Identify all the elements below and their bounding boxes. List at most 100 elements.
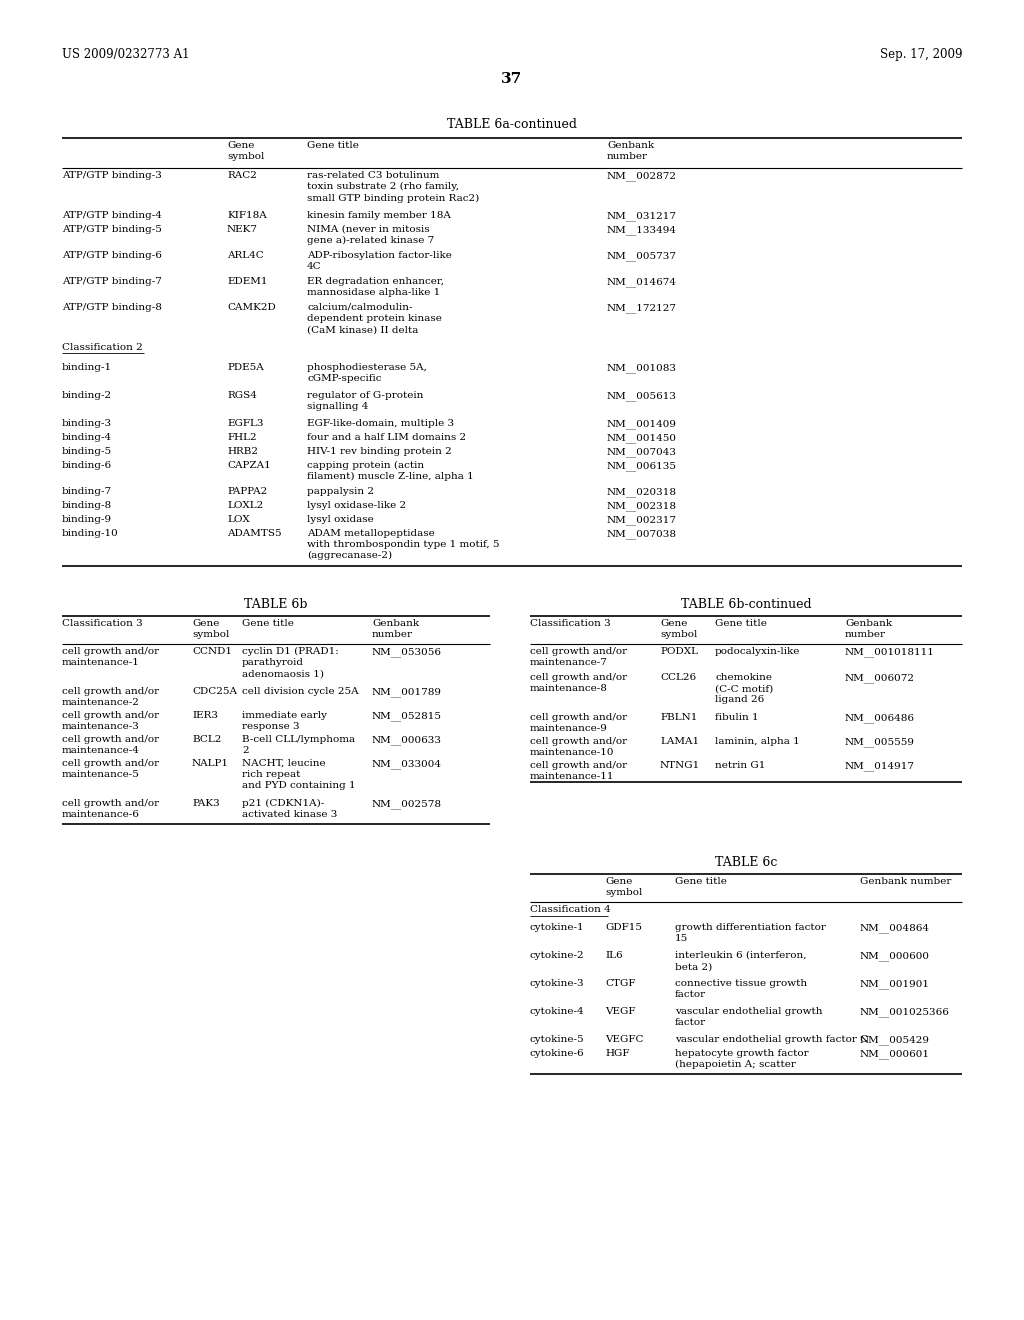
Text: NM__002318: NM__002318 [607,502,677,511]
Text: Gene
symbol: Gene symbol [227,141,264,161]
Text: ATP/GTP binding-3: ATP/GTP binding-3 [62,172,162,180]
Text: growth differentiation factor
15: growth differentiation factor 15 [675,923,826,942]
Text: BCL2: BCL2 [193,735,221,744]
Text: ER degradation enhancer,
mannosidase alpha-like 1: ER degradation enhancer, mannosidase alp… [307,277,444,297]
Text: PDE5A: PDE5A [227,363,264,372]
Text: podocalyxin-like: podocalyxin-like [715,647,801,656]
Text: NALP1: NALP1 [193,759,229,768]
Text: ATP/GTP binding-6: ATP/GTP binding-6 [62,251,162,260]
Text: KIF18A: KIF18A [227,211,266,220]
Text: NM__002872: NM__002872 [607,172,677,181]
Text: netrin G1: netrin G1 [715,762,765,770]
Text: cell division cycle 25A: cell division cycle 25A [242,686,358,696]
Text: NM__014917: NM__014917 [845,762,915,771]
Text: Classification 3: Classification 3 [530,619,610,628]
Text: four and a half LIM domains 2: four and a half LIM domains 2 [307,433,466,442]
Text: Gene
symbol: Gene symbol [660,619,697,639]
Text: capping protein (actin
filament) muscle Z-line, alpha 1: capping protein (actin filament) muscle … [307,461,474,482]
Text: cell growth and/or
maintenance-10: cell growth and/or maintenance-10 [530,737,627,758]
Text: LOXL2: LOXL2 [227,502,263,510]
Text: CCND1: CCND1 [193,647,232,656]
Text: fibulin 1: fibulin 1 [715,713,759,722]
Text: Gene title: Gene title [675,876,727,886]
Text: NM__053056: NM__053056 [372,647,442,656]
Text: NM__031217: NM__031217 [607,211,677,220]
Text: Gene title: Gene title [307,141,358,150]
Text: cell growth and/or
maintenance-7: cell growth and/or maintenance-7 [530,647,627,667]
Text: NM__007038: NM__007038 [607,529,677,539]
Text: NM__001901: NM__001901 [860,979,930,989]
Text: LOX: LOX [227,515,250,524]
Text: ADP-ribosylation factor-like
4C: ADP-ribosylation factor-like 4C [307,251,452,271]
Text: NM__133494: NM__133494 [607,224,677,235]
Text: ATP/GTP binding-8: ATP/GTP binding-8 [62,304,162,312]
Text: ATP/GTP binding-5: ATP/GTP binding-5 [62,224,162,234]
Text: NM__001083: NM__001083 [607,363,677,372]
Text: cyclin D1 (PRAD1:
parathyroid
adenomaosis 1): cyclin D1 (PRAD1: parathyroid adenomaosi… [242,647,339,678]
Text: chemokine
(C-C motif)
ligand 26: chemokine (C-C motif) ligand 26 [715,673,773,704]
Text: HRB2: HRB2 [227,447,258,455]
Text: Gene title: Gene title [715,619,767,628]
Text: ADAM metallopeptidase
with thrombospondin type 1 motif, 5
(aggrecanase-2): ADAM metallopeptidase with thrombospondi… [307,529,500,561]
Text: binding-6: binding-6 [62,461,112,470]
Text: NM__033004: NM__033004 [372,759,442,768]
Text: ras-related C3 botulinum
toxin substrate 2 (rho family,
small GTP binding protei: ras-related C3 botulinum toxin substrate… [307,172,479,202]
Text: Classification 2: Classification 2 [62,343,142,352]
Text: binding-10: binding-10 [62,529,119,539]
Text: immediate early
response 3: immediate early response 3 [242,711,327,731]
Text: binding-8: binding-8 [62,502,112,510]
Text: cell growth and/or
maintenance-11: cell growth and/or maintenance-11 [530,762,627,781]
Text: cell growth and/or
maintenance-3: cell growth and/or maintenance-3 [62,711,159,731]
Text: NM__005613: NM__005613 [607,391,677,401]
Text: IL6: IL6 [605,950,623,960]
Text: PAK3: PAK3 [193,799,220,808]
Text: NM__001018111: NM__001018111 [845,647,935,656]
Text: cytokine-2: cytokine-2 [530,950,585,960]
Text: NM__001409: NM__001409 [607,418,677,429]
Text: HGF: HGF [605,1049,630,1059]
Text: PAPPA2: PAPPA2 [227,487,267,496]
Text: Genbank number: Genbank number [860,876,951,886]
Text: TABLE 6c: TABLE 6c [715,855,777,869]
Text: 37: 37 [502,73,522,86]
Text: NM__052815: NM__052815 [372,711,442,721]
Text: LAMA1: LAMA1 [660,737,699,746]
Text: TABLE 6b: TABLE 6b [245,598,308,611]
Text: cytokine-1: cytokine-1 [530,923,585,932]
Text: cytokine-3: cytokine-3 [530,979,585,987]
Text: cell growth and/or
maintenance-5: cell growth and/or maintenance-5 [62,759,159,779]
Text: NM__000633: NM__000633 [372,735,442,744]
Text: Gene title: Gene title [242,619,294,628]
Text: pappalysin 2: pappalysin 2 [307,487,374,496]
Text: NM__005737: NM__005737 [607,251,677,260]
Text: CDC25A: CDC25A [193,686,237,696]
Text: hepatocyte growth factor
(hepapoietin A; scatter: hepatocyte growth factor (hepapoietin A;… [675,1049,809,1069]
Text: ADAMTS5: ADAMTS5 [227,529,282,539]
Text: NTNG1: NTNG1 [660,762,700,770]
Text: NM__002317: NM__002317 [607,515,677,524]
Text: Sep. 17, 2009: Sep. 17, 2009 [880,48,962,61]
Text: Gene
symbol: Gene symbol [605,876,642,898]
Text: lysyl oxidase-like 2: lysyl oxidase-like 2 [307,502,407,510]
Text: cell growth and/or
maintenance-1: cell growth and/or maintenance-1 [62,647,159,667]
Text: binding-7: binding-7 [62,487,112,496]
Text: EDEM1: EDEM1 [227,277,267,286]
Text: FHL2: FHL2 [227,433,257,442]
Text: RAC2: RAC2 [227,172,257,180]
Text: NACHT, leucine
rich repeat
and PYD containing 1: NACHT, leucine rich repeat and PYD conta… [242,759,355,791]
Text: cell growth and/or
maintenance-6: cell growth and/or maintenance-6 [62,799,159,820]
Text: NM__002578: NM__002578 [372,799,442,809]
Text: binding-2: binding-2 [62,391,112,400]
Text: VEGFC: VEGFC [605,1035,643,1044]
Text: NM__001789: NM__001789 [372,686,442,697]
Text: EGF-like-domain, multiple 3: EGF-like-domain, multiple 3 [307,418,454,428]
Text: binding-9: binding-9 [62,515,112,524]
Text: binding-5: binding-5 [62,447,112,455]
Text: NM__005429: NM__005429 [860,1035,930,1044]
Text: HIV-1 rev binding protein 2: HIV-1 rev binding protein 2 [307,447,452,455]
Text: phosphodiesterase 5A,
cGMP-specific: phosphodiesterase 5A, cGMP-specific [307,363,427,383]
Text: Gene
symbol: Gene symbol [193,619,229,639]
Text: Genbank
number: Genbank number [845,619,892,639]
Text: GDF15: GDF15 [605,923,642,932]
Text: NEK7: NEK7 [227,224,258,234]
